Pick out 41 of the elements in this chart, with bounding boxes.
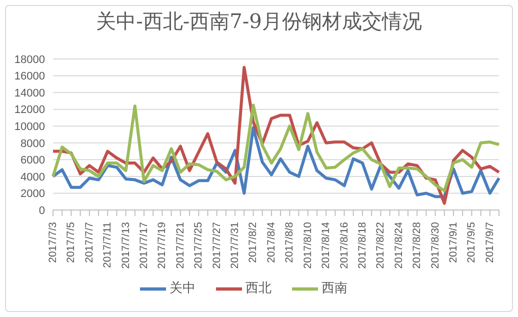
y-tick-label: 14000 (14, 87, 45, 100)
y-tick-label: 10000 (14, 121, 45, 134)
x-tick-label: 2017/7/7 (83, 222, 96, 263)
x-tick-label: 2017/8/22 (374, 222, 387, 269)
x-tick-label: 2017/7/11 (102, 222, 114, 268)
x-tick-label: 2017/7/5 (65, 222, 78, 263)
x-tick-label: 2017/8/4 (265, 222, 278, 263)
x-tick-label: 2017/8/16 (338, 222, 350, 269)
x-tick-label: 2017/8/30 (429, 222, 442, 269)
x-tick-label: 2017/7/21 (174, 222, 186, 269)
x-tick-label: 2017/8/28 (411, 222, 424, 269)
x-tick-label: 2017/7/25 (192, 222, 205, 269)
legend-label: 关中 (170, 280, 196, 296)
chart-title: 关中-西北-西南7-9月份钢材成交情况 (95, 8, 423, 35)
x-tick-label: 2017/8/8 (284, 222, 296, 263)
y-tick-label: 12000 (14, 104, 45, 116)
legend-label: 西南 (322, 280, 348, 296)
x-tick-label: 2017/7/17 (138, 222, 150, 269)
x-tick-label: 2017/8/24 (392, 222, 405, 269)
x-tick-label: 2017/8/14 (320, 222, 332, 269)
y-tick-label: 0 (38, 204, 45, 217)
y-tick-label: 2000 (20, 188, 45, 200)
x-tick-label: 2017/7/13 (120, 222, 132, 269)
x-tick-label: 2017/7/27 (210, 222, 223, 269)
y-tick-label: 16000 (14, 70, 45, 83)
x-tick-label: 2017/9/5 (466, 222, 478, 263)
x-tick-label: 2017/7/19 (156, 222, 168, 269)
y-tick-label: 4000 (20, 171, 45, 184)
x-tick-label: 2017/8/10 (302, 222, 314, 269)
x-tick-label: 2017/7/3 (47, 222, 59, 263)
line-series (52, 104, 500, 192)
line-series (52, 126, 500, 198)
y-tick-label: 8000 (20, 138, 45, 150)
legend-label: 西北 (246, 280, 272, 296)
y-tick-label: 6000 (20, 154, 45, 167)
y-tick-label: 18000 (14, 54, 45, 66)
x-tick-label: 2017/8/18 (356, 222, 368, 269)
x-tick-label: 2017/9/1 (447, 222, 460, 263)
x-tick-label: 2017/7/31 (229, 222, 242, 269)
x-tick-label: 2017/9/7 (484, 222, 496, 263)
x-tick-label: 2017/8/2 (247, 222, 260, 263)
